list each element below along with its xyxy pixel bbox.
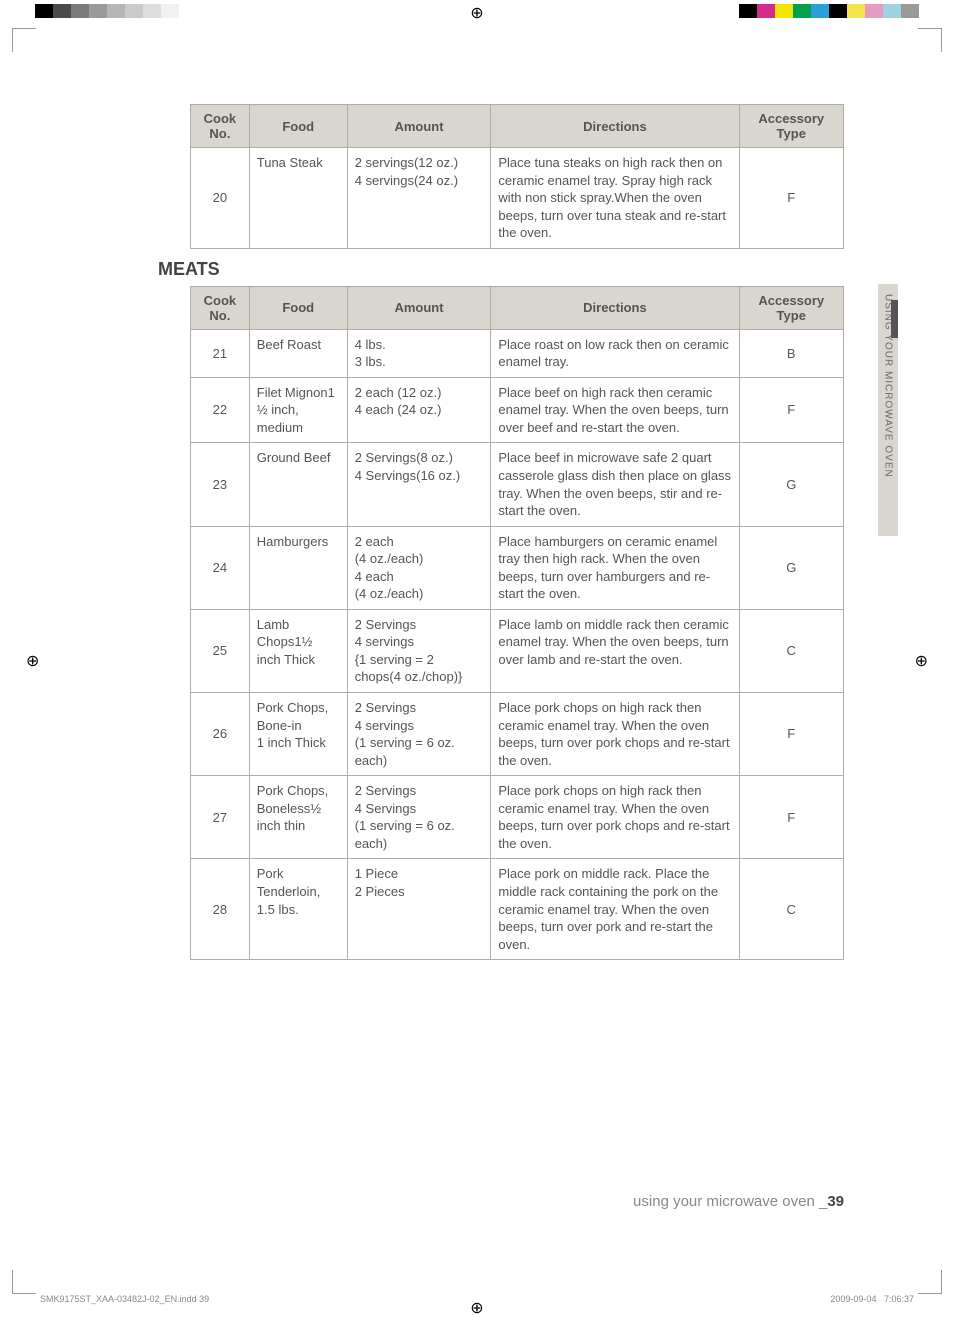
cell-amount: 4 lbs. 3 lbs.: [347, 329, 491, 377]
cell-cook-no: 26: [191, 693, 250, 776]
cell-accessory: G: [739, 443, 844, 526]
slug-filename: SMK9175ST_XAA-03482J-02_EN.indd 39: [40, 1294, 209, 1304]
header-amount: Amount: [347, 105, 491, 148]
cell-amount: 2 Servings 4 servings (1 serving = 6 oz.…: [347, 693, 491, 776]
cook-table-meats: Cook No. Food Amount Directions Accessor…: [190, 286, 844, 960]
color-swatch: [125, 4, 143, 18]
header-accessory: Accessory Type: [739, 286, 844, 329]
table-row: 24Hamburgers2 each (4 oz./each) 4 each (…: [191, 526, 844, 609]
cell-accessory: F: [739, 776, 844, 859]
color-swatch: [143, 4, 161, 18]
cell-cook-no: 24: [191, 526, 250, 609]
cell-accessory: B: [739, 329, 844, 377]
cell-directions: Place beef in microwave safe 2 quart cas…: [491, 443, 739, 526]
color-swatch: [865, 4, 883, 18]
cell-directions: Place lamb on middle rack then ceramic e…: [491, 609, 739, 692]
header-directions: Directions: [491, 286, 739, 329]
cell-amount: 2 each (4 oz./each) 4 each (4 oz./each): [347, 526, 491, 609]
cell-accessory: F: [739, 693, 844, 776]
cell-amount: 2 Servings 4 Servings (1 serving = 6 oz.…: [347, 776, 491, 859]
cell-directions: Place pork chops on high rack then ceram…: [491, 693, 739, 776]
table-row: 28Pork Tenderloin, 1.5 lbs.1 Piece 2 Pie…: [191, 859, 844, 960]
color-swatch: [739, 4, 757, 18]
color-swatch: [89, 4, 107, 18]
table-row: 21Beef Roast4 lbs. 3 lbs.Place roast on …: [191, 329, 844, 377]
table-row: 26Pork Chops, Bone-in 1 inch Thick2 Serv…: [191, 693, 844, 776]
color-swatch: [107, 4, 125, 18]
color-swatch: [901, 4, 919, 18]
color-swatch: [883, 4, 901, 18]
color-swatch: [847, 4, 865, 18]
slug-datetime: 2009-09-04 7:06:37: [830, 1294, 914, 1304]
color-swatch: [179, 4, 197, 18]
page-footer: using your microwave oven _39: [633, 1193, 844, 1210]
cell-cook-no: 27: [191, 776, 250, 859]
color-swatch: [35, 4, 53, 18]
color-swatch: [71, 4, 89, 18]
color-swatch: [53, 4, 71, 18]
cell-amount: 2 Servings 4 servings {1 serving = 2 cho…: [347, 609, 491, 692]
cell-cook-no: 23: [191, 443, 250, 526]
cell-directions: Place roast on low rack then on ceramic …: [491, 329, 739, 377]
cell-accessory: F: [739, 377, 844, 443]
cell-food: Pork Tenderloin, 1.5 lbs.: [249, 859, 347, 960]
table-row: 22Filet Mignon1 ½ inch, medium2 each (12…: [191, 377, 844, 443]
header-directions: Directions: [491, 105, 739, 148]
cell-cook-no: 25: [191, 609, 250, 692]
cell-accessory: C: [739, 859, 844, 960]
cell-cook-no: 22: [191, 377, 250, 443]
cell-food: Pork Chops, Boneless½ inch thin: [249, 776, 347, 859]
cell-food: Ground Beef: [249, 443, 347, 526]
header-food: Food: [249, 286, 347, 329]
table-row: 25Lamb Chops1½ inch Thick2 Servings 4 se…: [191, 609, 844, 692]
cell-directions: Place beef on high rack then ceramic ena…: [491, 377, 739, 443]
cell-amount: 2 each (12 oz.) 4 each (24 oz.): [347, 377, 491, 443]
cell-accessory: G: [739, 526, 844, 609]
cell-food: Tuna Steak: [249, 148, 347, 249]
registration-mark-icon: ⊕: [470, 1298, 483, 1318]
cell-accessory: C: [739, 609, 844, 692]
color-swatch: [775, 4, 793, 18]
header-amount: Amount: [347, 286, 491, 329]
footer-section: using your microwave oven _: [633, 1193, 827, 1210]
table-row: 20Tuna Steak2 servings(12 oz.) 4 serving…: [191, 148, 844, 249]
color-swatch: [757, 4, 775, 18]
header-cook-no: Cook No.: [191, 105, 250, 148]
cell-accessory: F: [739, 148, 844, 249]
slug-date: 2009-09-04: [830, 1294, 876, 1304]
cell-directions: Place pork on middle rack. Place the mid…: [491, 859, 739, 960]
color-swatch: [161, 4, 179, 18]
cook-table-fish: Cook No. Food Amount Directions Accessor…: [190, 104, 844, 249]
cell-cook-no: 21: [191, 329, 250, 377]
registration-mark-icon: ⊕: [470, 3, 483, 23]
cell-food: Beef Roast: [249, 329, 347, 377]
header-food: Food: [249, 105, 347, 148]
cell-amount: 2 servings(12 oz.) 4 servings(24 oz.): [347, 148, 491, 249]
slug-time: 7:06:37: [884, 1294, 914, 1304]
color-swatch: [829, 4, 847, 18]
table-row: 27Pork Chops, Boneless½ inch thin2 Servi…: [191, 776, 844, 859]
color-swatch: [811, 4, 829, 18]
color-swatch: [793, 4, 811, 18]
cell-directions: Place pork chops on high rack then ceram…: [491, 776, 739, 859]
cell-food: Hamburgers: [249, 526, 347, 609]
cell-directions: Place tuna steaks on high rack then on c…: [491, 148, 739, 249]
section-title-meats: MEATS: [158, 259, 844, 280]
cell-directions: Place hamburgers on ceramic enamel tray …: [491, 526, 739, 609]
table-row: 23Ground Beef2 Servings(8 oz.) 4 Serving…: [191, 443, 844, 526]
page-number: 39: [827, 1193, 844, 1210]
cell-amount: 2 Servings(8 oz.) 4 Servings(16 oz.): [347, 443, 491, 526]
cell-cook-no: 28: [191, 859, 250, 960]
cell-food: Filet Mignon1 ½ inch, medium: [249, 377, 347, 443]
header-accessory: Accessory Type: [739, 105, 844, 148]
cell-food: Pork Chops, Bone-in 1 inch Thick: [249, 693, 347, 776]
cell-amount: 1 Piece 2 Pieces: [347, 859, 491, 960]
header-cook-no: Cook No.: [191, 286, 250, 329]
cell-food: Lamb Chops1½ inch Thick: [249, 609, 347, 692]
cell-cook-no: 20: [191, 148, 250, 249]
